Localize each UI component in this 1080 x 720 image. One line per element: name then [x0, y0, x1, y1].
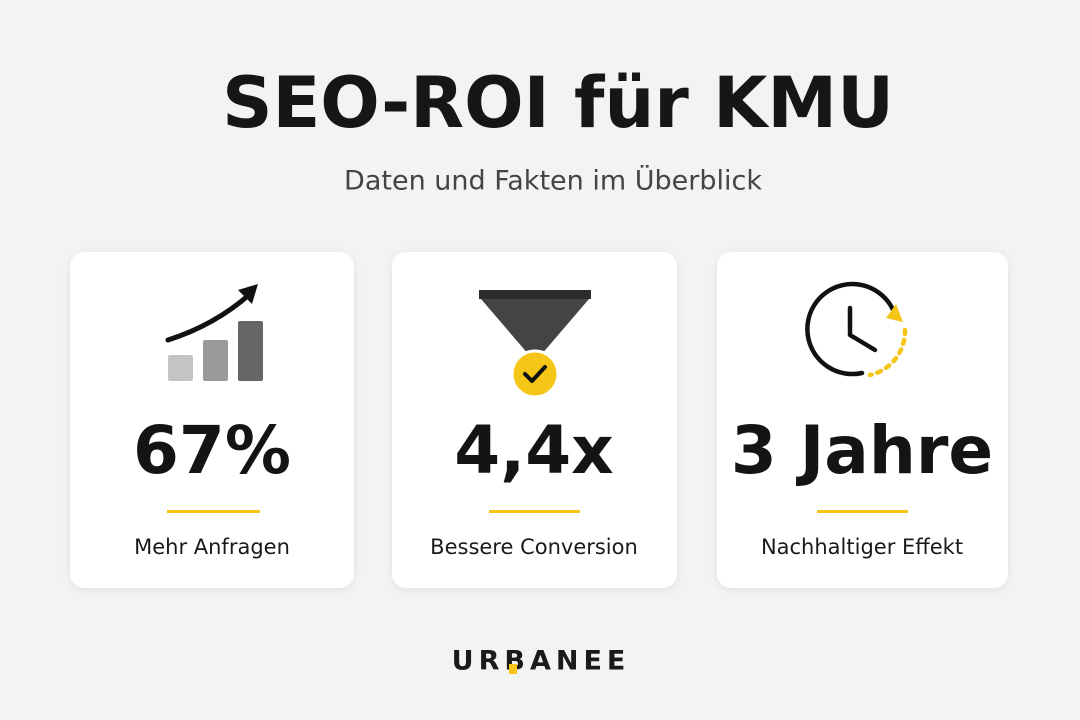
clock-icon — [805, 281, 908, 378]
card — [392, 252, 677, 588]
growth-icon — [165, 284, 263, 381]
card — [70, 252, 354, 588]
subtitle: Daten und Fakten im Überblick — [344, 165, 762, 197]
title: SEO-ROI für KMU — [222, 62, 894, 144]
card — [717, 252, 1008, 588]
card-value: 4,4x — [454, 412, 614, 489]
card-label: Bessere Conversion — [430, 535, 638, 559]
card-label: Nachhaltiger Effekt — [761, 535, 963, 559]
logo: URBANEE — [452, 646, 631, 677]
divider — [817, 510, 908, 513]
logo-accent — [509, 664, 517, 674]
card-value: 67% — [133, 412, 291, 489]
divider — [489, 510, 580, 513]
card-value: 3 Jahre — [731, 412, 993, 489]
funnel-icon — [479, 290, 591, 399]
divider — [167, 510, 260, 513]
card-label: Mehr Anfragen — [134, 535, 290, 559]
